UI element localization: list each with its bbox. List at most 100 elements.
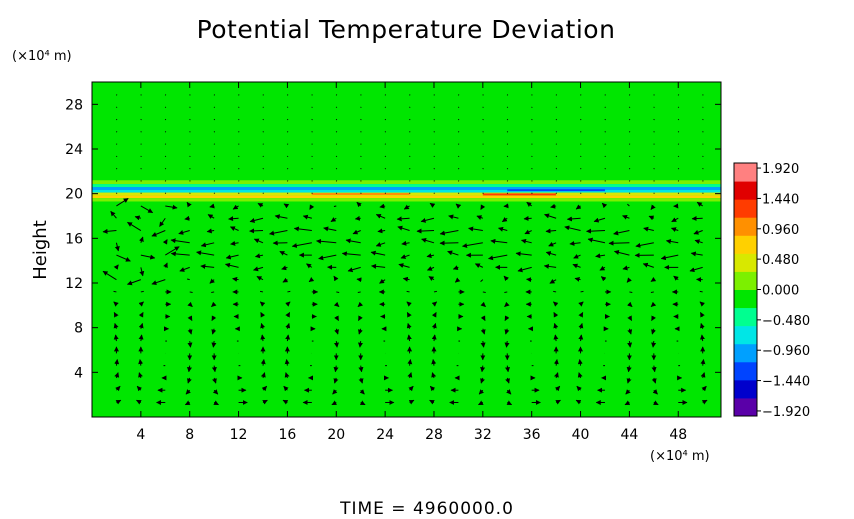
wind-vector	[165, 204, 178, 210]
wind-vector	[480, 301, 486, 307]
x-unit-label: (×10⁴ m)	[650, 449, 710, 464]
wind-vector	[260, 359, 266, 366]
wind-vector	[230, 240, 239, 246]
wind-vector	[693, 229, 703, 235]
colorbar: 1.920 1.440 0.960 0.480 0.000 −0.480 −0.960 −1.…	[733, 162, 810, 420]
wind-vector	[578, 322, 584, 329]
colorbar-label: 0.960	[762, 223, 799, 238]
wind-vector	[575, 399, 582, 405]
wind-vector	[624, 400, 631, 406]
wind-vector	[379, 278, 386, 284]
wind-vector	[212, 389, 219, 395]
wind-vector	[336, 291, 340, 293]
wind-vector	[549, 278, 557, 284]
wind-vector	[627, 301, 633, 307]
wind-vector	[575, 204, 582, 210]
wind-vector	[253, 266, 264, 272]
wind-vector	[356, 201, 362, 208]
wind-vector	[555, 399, 561, 405]
x-tick-label: 28	[425, 427, 443, 443]
wind-vector	[651, 328, 656, 335]
wind-vector	[601, 202, 608, 209]
wind-vector	[478, 400, 484, 406]
wind-vector	[402, 276, 410, 282]
band-warm-streak	[311, 192, 410, 195]
wind-vector	[574, 276, 581, 282]
wind-vector	[613, 250, 630, 256]
wind-vector	[113, 264, 119, 270]
wind-vector	[403, 204, 410, 210]
wind-vector	[577, 359, 583, 366]
colorbar-label: −0.960	[762, 344, 810, 359]
wind-vector	[482, 291, 486, 293]
colorbar-swatch	[734, 289, 757, 309]
wind-vector	[431, 334, 437, 342]
wind-vector	[523, 216, 532, 221]
colorbar-label: −1.440	[762, 375, 810, 390]
x-tick-label: 4	[136, 427, 145, 443]
wind-vector	[184, 400, 191, 406]
wind-vector	[165, 246, 180, 256]
wind-vector	[116, 197, 129, 207]
wind-vector	[671, 217, 679, 223]
wind-vector	[665, 239, 679, 244]
wind-vector	[650, 204, 656, 210]
wind-vector	[650, 276, 657, 282]
wind-vector	[375, 242, 386, 247]
wind-vector	[701, 385, 707, 392]
wind-vector	[406, 312, 412, 318]
wind-vector	[113, 322, 119, 329]
wind-vector	[660, 254, 679, 261]
wind-vector	[447, 250, 459, 256]
wind-vector	[622, 214, 630, 220]
wind-vector	[595, 253, 606, 259]
wind-vector	[139, 267, 145, 277]
wind-vector	[138, 359, 144, 366]
wind-vector	[517, 266, 532, 273]
wind-vector	[501, 217, 508, 223]
x-tick-label: 48	[669, 427, 687, 443]
wind-vector	[480, 279, 484, 282]
wind-vector	[224, 262, 239, 268]
wind-vector	[416, 228, 435, 234]
wind-vector	[627, 341, 633, 348]
wind-vector	[626, 277, 632, 283]
wind-vector	[370, 250, 386, 256]
wind-vector	[136, 385, 143, 392]
y-unit-label: (×10⁴ m)	[12, 49, 72, 64]
wind-vector	[285, 301, 291, 307]
wind-vector	[429, 202, 436, 208]
wind-vector	[261, 385, 268, 392]
wind-vector	[543, 263, 557, 269]
wind-vector	[396, 216, 410, 222]
wind-vector	[691, 216, 703, 222]
x-tick-label: 16	[279, 427, 297, 443]
colorbar-swatch	[734, 199, 757, 218]
wind-vector	[480, 365, 486, 373]
wind-vector	[151, 230, 166, 237]
wind-vector	[690, 251, 703, 257]
wind-vector	[138, 301, 144, 307]
x-tick-label: 8	[185, 427, 194, 443]
wind-vector	[406, 334, 412, 342]
wind-vector	[113, 290, 117, 293]
wind-vector	[260, 372, 266, 379]
wind-vector	[699, 290, 703, 293]
wind-vector	[455, 203, 462, 209]
wind-vector	[627, 328, 633, 335]
y-axis-ticks: 4 8 12 16 20 24 28	[65, 97, 721, 381]
wind-vector	[282, 399, 289, 405]
wind-vector	[553, 334, 559, 342]
wind-vector	[186, 201, 192, 208]
colorbar-swatch	[734, 253, 757, 272]
chart-title: Potential Temperature Deviation	[197, 15, 616, 44]
wind-vector	[553, 301, 559, 307]
wind-vector	[163, 262, 168, 269]
wind-vector	[504, 291, 508, 293]
wind-vector	[515, 251, 532, 257]
wind-vector	[184, 215, 190, 221]
wind-vector	[113, 312, 119, 318]
y-tick-label: 4	[74, 365, 83, 381]
wind-vector	[170, 251, 190, 257]
wind-vector	[503, 275, 509, 282]
